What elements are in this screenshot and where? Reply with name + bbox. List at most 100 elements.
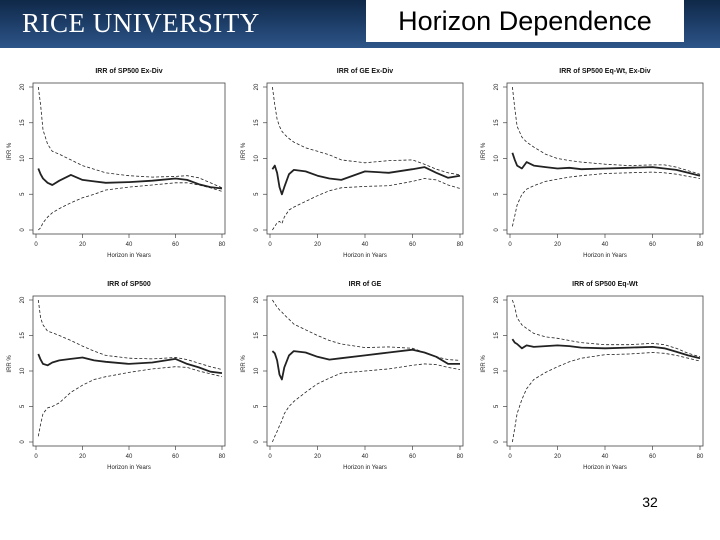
- y-tick-label: 5: [494, 192, 500, 196]
- x-tick-label: 60: [649, 454, 656, 460]
- y-axis-label: IRR %: [241, 142, 247, 160]
- x-tick-label: 0: [34, 242, 38, 248]
- x-axis-label: Horizon in Years: [107, 253, 151, 259]
- y-tick-label: 15: [254, 119, 260, 126]
- y-tick-label: 15: [494, 119, 500, 126]
- bound-series-line: [512, 299, 701, 358]
- x-tick-label: 20: [79, 242, 86, 248]
- plot-frame: [506, 82, 704, 235]
- chart-title: IRR of SP500 Ex-Div: [95, 68, 162, 75]
- bound-series-line: [37, 366, 223, 437]
- x-tick-label: 40: [126, 242, 133, 248]
- x-tick-label: 40: [362, 242, 369, 248]
- x-axis-label: Horizon in Years: [583, 253, 627, 259]
- bound-series-line: [512, 352, 701, 443]
- y-tick-label: 10: [254, 367, 260, 374]
- x-tick-label: 0: [508, 454, 512, 460]
- bound-series-line: [512, 86, 701, 175]
- bound-series-line: [272, 178, 461, 231]
- y-axis-label: IRR %: [481, 355, 487, 373]
- rice-university-logo: RICE UNIVERSITY: [22, 8, 260, 38]
- chart-title: IRR of GE: [349, 281, 382, 288]
- page-number: 32: [642, 494, 658, 510]
- x-tick-label: 80: [697, 454, 704, 460]
- y-axis-label: IRR %: [481, 142, 487, 160]
- irr-series-line: [511, 338, 701, 360]
- bound-series-line: [37, 86, 223, 189]
- y-tick-label: 15: [494, 332, 500, 339]
- plot-frame: [32, 295, 226, 447]
- y-tick-label: 5: [20, 192, 26, 196]
- y-tick-label: 20: [494, 296, 500, 303]
- y-tick-label: 0: [254, 440, 260, 444]
- x-tick-label: 80: [457, 454, 464, 460]
- chart-panel: IRR of SP500 Eq-Wt, Ex-Div 0 20 40 60 80 0 5 10 1…: [481, 68, 704, 259]
- x-tick-label: 20: [314, 242, 321, 248]
- y-tick-label: 5: [254, 192, 260, 196]
- y-axis-label: IRR %: [7, 142, 13, 160]
- chart-title: IRR of SP500 Eq-Wt: [572, 281, 638, 288]
- bound-series-line: [272, 299, 461, 361]
- chart-panel: IRR of GE 0 20 40 60 80 0 5 10 15 20 Horizon in Yea…: [241, 281, 464, 471]
- bound-series-line: [272, 363, 461, 443]
- x-tick-label: 60: [172, 454, 179, 460]
- x-axis-label: Horizon in Years: [107, 465, 151, 471]
- y-tick-label: 0: [494, 228, 500, 232]
- plot-frame: [506, 295, 704, 447]
- y-tick-label: 5: [254, 404, 260, 408]
- chart-panel: IRR of SP500 0 20 40 60 80 0 5 10 15 20 Horizon in …: [7, 281, 226, 471]
- x-tick-label: 40: [126, 454, 133, 460]
- slide-title: Horizon Dependence: [366, 0, 684, 42]
- y-tick-label: 0: [20, 440, 26, 444]
- chart-title: IRR of GE Ex-Div: [337, 68, 394, 75]
- y-tick-label: 10: [254, 155, 260, 162]
- x-tick-label: 80: [219, 242, 226, 248]
- x-tick-label: 80: [697, 242, 704, 248]
- chart-panel: IRR of SP500 Ex-Div 0 20 40 60 80 0 5 10 15 20 Hori…: [7, 68, 226, 259]
- chart-panel: IRR of GE Ex-Div 0 20 40 60 80 0 5 10 15 20 Horizon…: [241, 68, 464, 259]
- chart-title: IRR of SP500 Eq-Wt, Ex-Div: [559, 68, 651, 75]
- x-tick-label: 40: [602, 242, 609, 248]
- chart-panel: IRR of SP500 Eq-Wt 0 20 40 60 80 0 5 10 15 20 Horiz…: [481, 281, 704, 471]
- x-tick-label: 60: [649, 242, 656, 248]
- x-tick-label: 0: [508, 242, 512, 248]
- header-banner: RICE UNIVERSITY Horizon Dependence: [0, 0, 720, 48]
- plot-frame: [266, 82, 464, 235]
- y-axis-label: IRR %: [7, 355, 13, 373]
- irr-series-line: [271, 348, 460, 381]
- chart-title: IRR of SP500: [107, 281, 151, 288]
- x-tick-label: 60: [409, 242, 416, 248]
- bound-series-line: [272, 86, 461, 176]
- y-tick-label: 5: [20, 404, 26, 408]
- y-tick-label: 20: [254, 83, 260, 90]
- y-tick-label: 0: [494, 440, 500, 444]
- y-tick-label: 10: [20, 155, 26, 162]
- x-axis-label: Horizon in Years: [343, 253, 387, 259]
- x-tick-label: 20: [314, 454, 321, 460]
- y-tick-label: 20: [494, 83, 500, 90]
- x-tick-label: 20: [554, 454, 561, 460]
- irr-series-line: [37, 168, 223, 190]
- x-tick-label: 80: [457, 242, 464, 248]
- bound-series-line: [38, 182, 223, 231]
- x-tick-label: 20: [554, 242, 561, 248]
- bound-series-line: [37, 299, 223, 370]
- y-tick-label: 0: [254, 228, 260, 232]
- y-tick-label: 10: [20, 367, 26, 374]
- x-tick-label: 60: [409, 454, 416, 460]
- x-tick-label: 0: [268, 454, 272, 460]
- y-axis-label: IRR %: [241, 355, 247, 373]
- y-tick-label: 15: [20, 332, 26, 339]
- x-axis-label: Horizon in Years: [343, 465, 387, 471]
- x-tick-label: 80: [219, 454, 226, 460]
- x-axis-label: Horizon in Years: [583, 465, 627, 471]
- y-tick-label: 20: [20, 83, 26, 90]
- irr-series-line: [37, 353, 223, 374]
- y-tick-label: 20: [20, 296, 26, 303]
- irr-series-line: [511, 152, 701, 177]
- y-tick-label: 5: [494, 404, 500, 408]
- y-tick-label: 20: [254, 296, 260, 303]
- x-tick-label: 0: [34, 454, 38, 460]
- y-tick-label: 10: [494, 155, 500, 162]
